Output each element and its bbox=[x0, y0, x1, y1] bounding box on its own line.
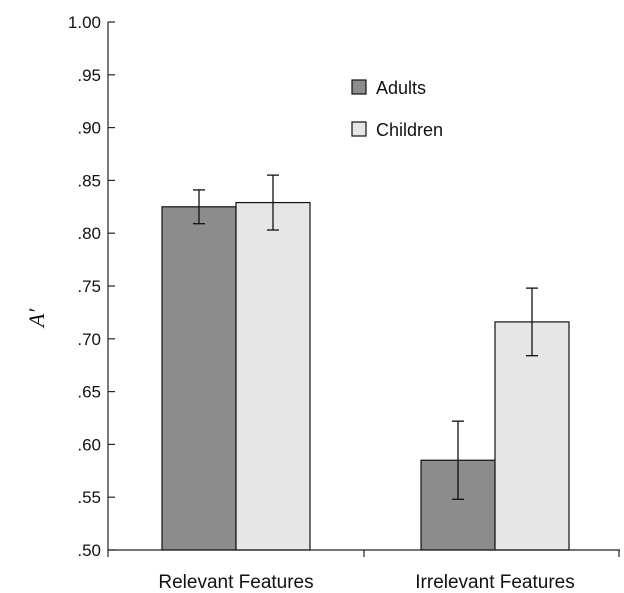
bar bbox=[161, 206, 237, 551]
legend-label: Children bbox=[376, 120, 443, 140]
legend-swatch bbox=[351, 121, 367, 137]
y-tick-label: .50 bbox=[77, 541, 101, 560]
y-tick-label: .70 bbox=[77, 330, 101, 349]
legend-label: Adults bbox=[376, 78, 426, 98]
bar bbox=[235, 201, 311, 551]
legend: Adults Children bbox=[351, 78, 443, 140]
x-category-label: Irrelevant Features bbox=[415, 572, 574, 593]
y-tick-label: .80 bbox=[77, 224, 101, 243]
x-category-label: Relevant Features bbox=[158, 572, 313, 593]
y-tick-label: .65 bbox=[77, 383, 101, 402]
y-tick-label: .90 bbox=[77, 119, 101, 138]
y-tick-label: .55 bbox=[77, 488, 101, 507]
y-tick-label: .95 bbox=[77, 66, 101, 85]
y-tick-label: 1.00 bbox=[68, 13, 101, 32]
bars-layer bbox=[161, 174, 570, 551]
y-axis-label: A′ bbox=[24, 308, 49, 329]
axes-layer: .50 .55 .60 .65 .70 .75 .80 .85 .90 .95 1.00 Releva… bbox=[68, 13, 620, 593]
y-tick-label: .60 bbox=[77, 435, 101, 454]
y-tick-label: .85 bbox=[77, 171, 101, 190]
y-tick-label: .75 bbox=[77, 277, 101, 296]
legend-swatch bbox=[351, 79, 367, 95]
